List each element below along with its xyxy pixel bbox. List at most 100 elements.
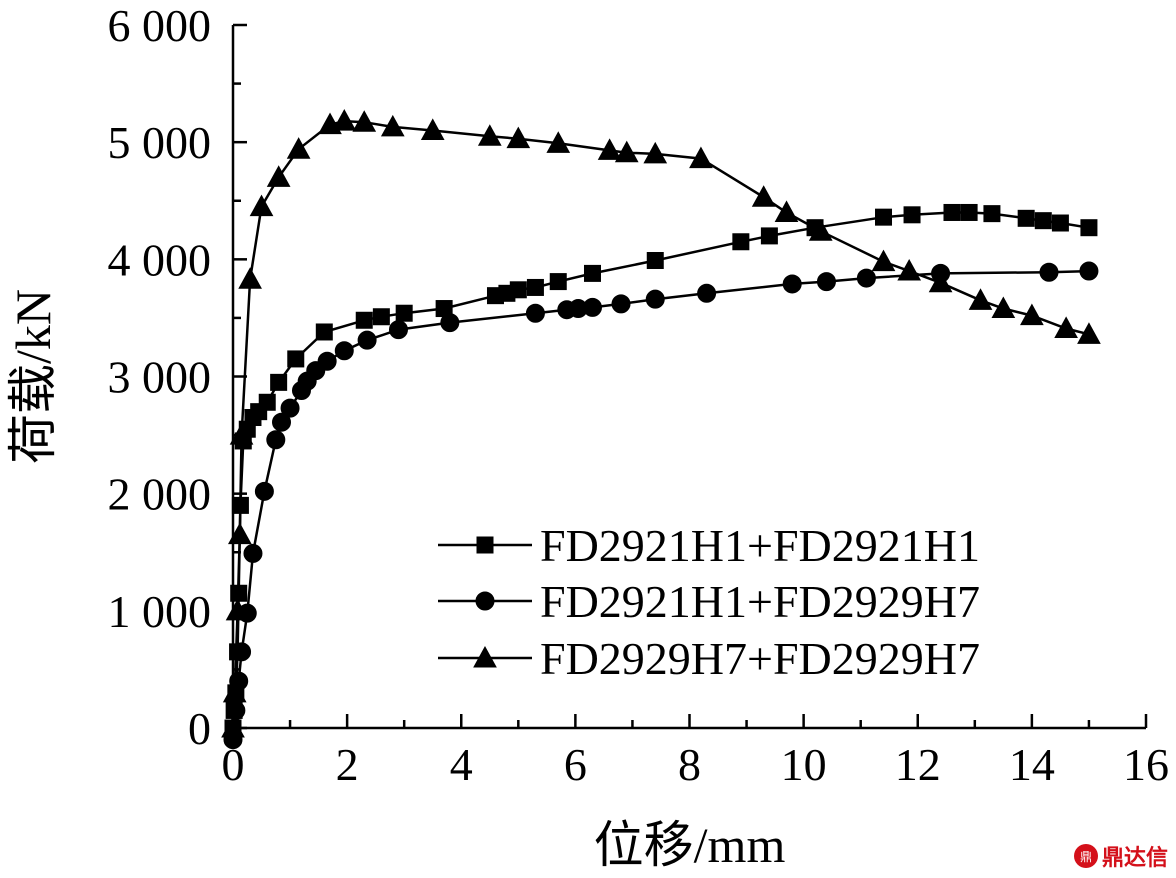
data-point-square bbox=[760, 227, 778, 245]
data-point-square bbox=[1080, 219, 1098, 237]
data-point-circle bbox=[816, 272, 836, 292]
data-point-circle bbox=[1039, 262, 1059, 282]
y-tick-label: 5 000 bbox=[108, 117, 212, 168]
legend-label: FD2929H7+FD2929H7 bbox=[540, 633, 980, 684]
series-circle bbox=[223, 261, 1099, 750]
data-point-circle bbox=[243, 543, 263, 563]
data-point-triangle bbox=[477, 124, 502, 146]
data-point-square bbox=[287, 350, 305, 368]
watermark: 鼎 鼎达信 bbox=[1073, 840, 1168, 872]
data-point-triangle bbox=[871, 249, 896, 272]
data-point-square bbox=[732, 233, 750, 251]
x-tick-label: 12 bbox=[895, 739, 941, 790]
x-tick-label: 2 bbox=[336, 739, 359, 790]
y-tick-label: 1 000 bbox=[108, 586, 212, 637]
data-point-square bbox=[355, 311, 373, 329]
data-point-circle bbox=[856, 268, 876, 288]
data-point-square bbox=[526, 278, 544, 296]
data-point-square bbox=[903, 206, 921, 224]
x-tick-label: 6 bbox=[564, 739, 587, 790]
dingdaxin-logo-icon: 鼎 bbox=[1073, 844, 1098, 868]
series-layer bbox=[221, 109, 1101, 750]
data-point-circle bbox=[272, 412, 292, 432]
x-tick-label: 8 bbox=[678, 739, 701, 790]
data-point-square bbox=[646, 252, 664, 270]
legend-item-square: FD2921H1+FD2921H1 bbox=[438, 520, 980, 571]
data-point-circle bbox=[266, 430, 286, 450]
data-point-triangle bbox=[332, 109, 357, 131]
data-point-triangle bbox=[1077, 322, 1101, 344]
data-point-triangle bbox=[546, 131, 571, 153]
x-tick-label: 10 bbox=[781, 739, 827, 790]
data-point-circle bbox=[317, 351, 337, 371]
data-point-triangle bbox=[238, 267, 262, 289]
legend-label: FD2921H1+FD2929H7 bbox=[540, 576, 980, 627]
data-point-square bbox=[583, 264, 601, 282]
data-point-circle bbox=[226, 700, 246, 720]
data-point-circle bbox=[782, 274, 802, 294]
legend-item-circle: FD2921H1+FD2929H7 bbox=[438, 576, 980, 627]
data-point-circle bbox=[582, 297, 602, 317]
data-point-triangle bbox=[751, 185, 776, 207]
data-point-square bbox=[1034, 212, 1052, 230]
data-point-triangle bbox=[928, 270, 953, 293]
data-point-triangle bbox=[228, 522, 252, 545]
y-tick-label: 6 000 bbox=[108, 0, 212, 51]
legend-item-triangle: FD2929H7+FD2929H7 bbox=[438, 633, 980, 684]
data-point-triangle bbox=[1020, 303, 1044, 326]
data-point-circle bbox=[1079, 261, 1099, 281]
legend-marker-circle bbox=[475, 591, 495, 611]
watermark-text: 鼎达信 bbox=[1101, 846, 1168, 871]
data-point-square bbox=[372, 308, 390, 326]
data-point-triangle bbox=[614, 140, 639, 163]
data-point-circle bbox=[334, 341, 354, 361]
data-point-triangle bbox=[229, 423, 254, 445]
x-tick-label: 14 bbox=[1009, 739, 1055, 790]
data-point-square bbox=[509, 281, 527, 299]
data-point-triangle bbox=[968, 288, 993, 310]
data-point-triangle bbox=[420, 118, 445, 140]
x-axis-title: 位移/mm bbox=[594, 817, 786, 873]
data-point-triangle bbox=[506, 126, 531, 149]
data-point-triangle bbox=[808, 219, 833, 241]
axes: 0 2 4 6 8 10 12 14 16 0 1 000 2 000 3 000 4 000 5 000 6… bbox=[5, 0, 1169, 873]
data-point-circle bbox=[697, 283, 717, 303]
data-point-circle bbox=[611, 294, 631, 314]
y-tick-label: 0 bbox=[188, 703, 211, 754]
data-point-square bbox=[270, 373, 288, 391]
data-point-triangle bbox=[225, 598, 250, 621]
data-point-circle bbox=[388, 320, 408, 340]
x-tick-label: 16 bbox=[1123, 739, 1169, 790]
data-point-square bbox=[395, 304, 413, 322]
data-point-square bbox=[983, 205, 1001, 223]
data-point-circle bbox=[357, 330, 377, 350]
y-tick-label: 2 000 bbox=[108, 469, 212, 520]
data-point-triangle bbox=[774, 200, 799, 222]
data-point-triangle bbox=[286, 137, 311, 159]
data-point-square bbox=[549, 273, 567, 291]
data-point-triangle bbox=[689, 146, 713, 169]
data-point-triangle bbox=[643, 141, 668, 164]
data-point-triangle bbox=[222, 680, 247, 703]
data-point-triangle bbox=[897, 259, 922, 281]
data-point-triangle bbox=[991, 296, 1016, 319]
data-point-triangle bbox=[352, 110, 377, 132]
x-tick-label: 4 bbox=[450, 739, 473, 790]
data-point-triangle bbox=[380, 114, 405, 137]
data-point-triangle bbox=[266, 165, 291, 187]
data-point-square bbox=[258, 393, 276, 411]
data-point-square bbox=[943, 203, 961, 221]
data-point-circle bbox=[440, 313, 460, 333]
y-tick-label: 3 000 bbox=[108, 352, 212, 403]
data-point-triangle bbox=[221, 715, 245, 738]
data-point-square bbox=[960, 203, 978, 221]
data-point-circle bbox=[280, 398, 300, 418]
x-tick-label: 0 bbox=[222, 739, 245, 790]
data-point-square bbox=[1017, 209, 1035, 227]
data-point-circle bbox=[525, 303, 545, 323]
data-point-circle bbox=[645, 289, 665, 309]
legend-marker-square bbox=[476, 536, 494, 554]
data-point-square bbox=[1051, 214, 1069, 232]
